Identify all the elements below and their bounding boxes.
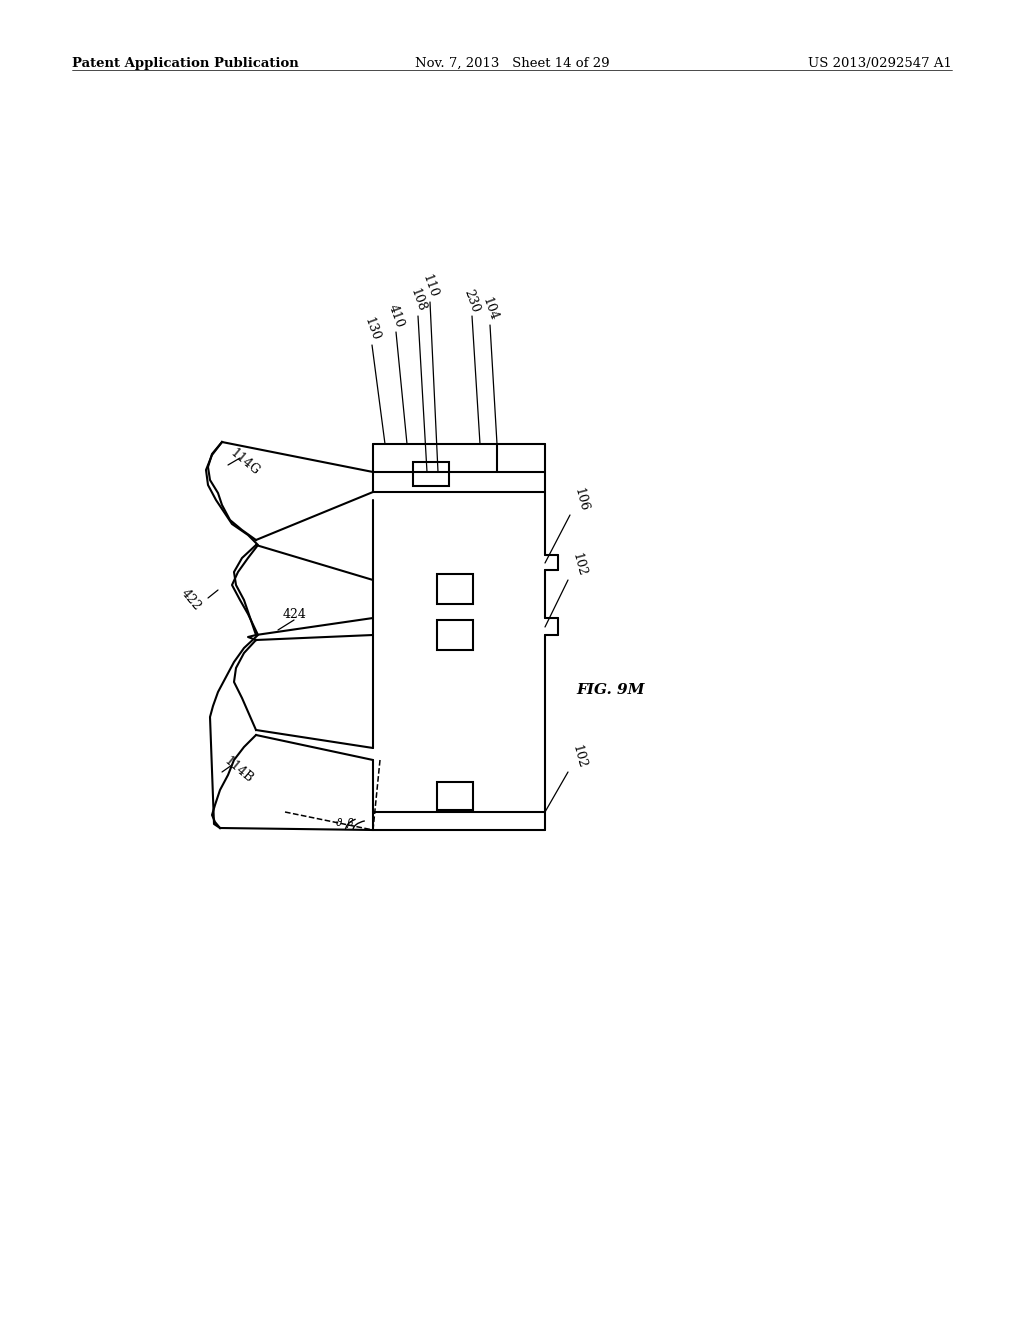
- Text: 114B: 114B: [222, 754, 256, 785]
- Text: 102: 102: [570, 552, 589, 578]
- Bar: [437, 574, 473, 605]
- Text: 410: 410: [386, 304, 407, 330]
- Bar: [437, 620, 473, 649]
- Text: Nov. 7, 2013   Sheet 14 of 29: Nov. 7, 2013 Sheet 14 of 29: [415, 57, 609, 70]
- Bar: [437, 781, 473, 810]
- Text: 110: 110: [420, 273, 440, 300]
- Text: 422: 422: [179, 586, 204, 614]
- Text: 424: 424: [283, 609, 307, 622]
- Text: 102: 102: [570, 743, 589, 770]
- Text: US 2013/0292547 A1: US 2013/0292547 A1: [808, 57, 952, 70]
- Bar: [413, 462, 449, 486]
- Text: Patent Application Publication: Patent Application Publication: [72, 57, 299, 70]
- Text: 104: 104: [480, 296, 500, 323]
- Text: 106: 106: [572, 487, 591, 513]
- Text: 108: 108: [408, 286, 428, 314]
- Text: FIG. 9M: FIG. 9M: [575, 682, 644, 697]
- Text: 230: 230: [462, 288, 482, 314]
- Text: $\vartheta$: $\vartheta$: [335, 816, 343, 828]
- Text: 130: 130: [361, 315, 382, 343]
- Text: 114G: 114G: [228, 446, 262, 478]
- Text: $\beta$: $\beta$: [346, 816, 354, 830]
